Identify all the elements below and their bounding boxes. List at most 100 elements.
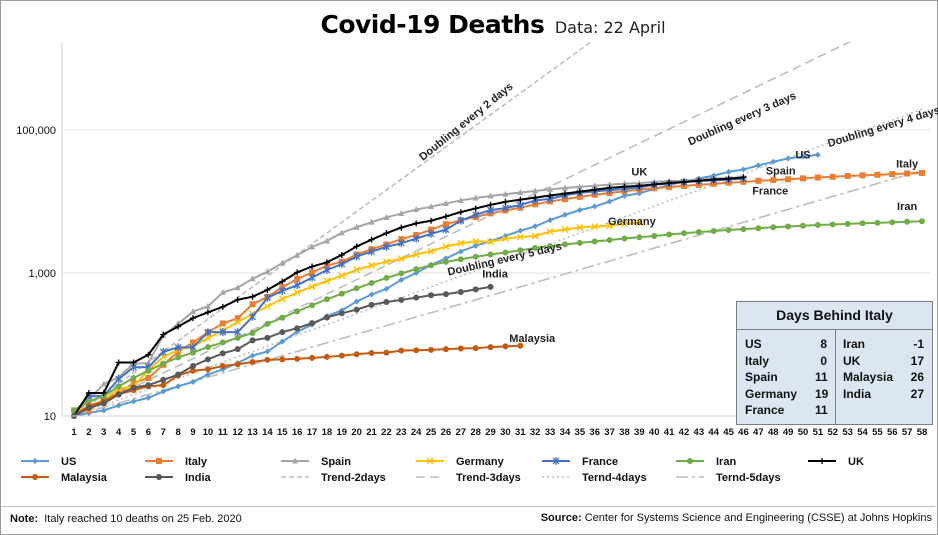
data-point: [145, 367, 152, 374]
days-behind-row: Germany 19: [745, 386, 843, 403]
data-point: [755, 225, 762, 232]
data-point: [412, 251, 420, 259]
data-point: [904, 218, 911, 225]
data-point: [576, 239, 583, 246]
days-value: 0: [820, 353, 827, 368]
data-point: [204, 302, 211, 309]
days-behind-row: Malaysia 26: [843, 369, 924, 386]
data-point: [160, 382, 167, 389]
data-point: [413, 220, 420, 227]
data-point: [725, 168, 732, 175]
data-point: [874, 219, 881, 226]
data-point: [309, 263, 316, 270]
country-name: Iran: [843, 337, 866, 351]
data-point: [591, 182, 598, 189]
data-point: [457, 209, 464, 216]
data-point: [397, 255, 405, 263]
data-point: [85, 398, 92, 405]
data-point: [130, 359, 137, 366]
x-tick-label: 51: [813, 427, 824, 438]
days-behind-row: Iran -1: [843, 336, 924, 353]
data-point: [130, 398, 137, 405]
days-value: -1: [913, 337, 924, 351]
x-tick-label: 28: [470, 427, 481, 438]
data-point: [368, 301, 375, 308]
data-point: [472, 253, 479, 260]
legend-item-trend-2days: Trend-2days: [281, 472, 386, 484]
series-line-france: [73, 177, 744, 414]
data-point: [353, 223, 360, 230]
data-point: [740, 174, 747, 181]
data-point: [442, 258, 449, 265]
data-point: [472, 237, 480, 245]
data-point: [160, 331, 167, 338]
data-point: [204, 334, 212, 342]
data-point: [576, 223, 584, 231]
data-point: [308, 283, 316, 291]
data-point: [636, 179, 643, 186]
data-point: [323, 314, 330, 321]
legend-item-india: India: [145, 472, 212, 484]
data-point: [309, 269, 316, 276]
data-point: [442, 346, 449, 353]
data-point: [487, 238, 495, 246]
legend-label: Iran: [716, 456, 736, 468]
data-point: [501, 235, 509, 243]
data-point: [502, 249, 509, 256]
data-point: [398, 224, 405, 231]
data-point: [309, 302, 316, 309]
data-point: [621, 192, 628, 199]
data-point: [160, 388, 167, 395]
data-point: [219, 303, 226, 310]
data-point: [561, 211, 568, 218]
legend-swatch-marker: [32, 458, 38, 464]
data-point: [368, 280, 375, 287]
data-point: [487, 251, 494, 258]
data-point: [532, 187, 539, 194]
data-point: [427, 247, 435, 255]
x-tick-label: 19: [337, 427, 348, 438]
data-point: [353, 285, 360, 292]
x-tick-label: 11: [218, 427, 229, 438]
annotation-label: Doubling every 4 days: [826, 104, 938, 150]
x-tick-label: 22: [381, 427, 392, 438]
data-point: [204, 371, 211, 378]
data-point: [323, 353, 330, 360]
data-point: [234, 328, 242, 337]
legend-label: Malaysia: [61, 472, 108, 484]
data-point: [100, 400, 107, 407]
data-point: [368, 218, 375, 225]
data-point: [264, 268, 271, 275]
data-point: [591, 223, 599, 231]
data-point: [130, 384, 137, 391]
x-tick-label: 23: [396, 427, 407, 438]
data-point: [814, 174, 821, 181]
data-point: [428, 262, 435, 269]
data-point: [234, 318, 242, 326]
data-point: [442, 242, 450, 250]
data-point: [621, 183, 628, 190]
x-tick-label: 13: [247, 427, 258, 438]
x-tick-label: 15: [277, 427, 288, 438]
country-name: US: [745, 337, 762, 351]
data-point: [323, 277, 331, 285]
x-tick-label: 25: [426, 427, 437, 438]
data-point: [666, 179, 673, 186]
data-point: [249, 329, 256, 336]
data-point: [412, 234, 420, 243]
legend-item-malaysia: Malaysia: [21, 472, 108, 484]
days-behind-right-column: Iran -1 UK 17 Malaysia 26 India 27: [843, 336, 924, 419]
data-point: [190, 378, 197, 385]
data-point: [651, 232, 658, 239]
data-point: [531, 232, 539, 240]
data-point: [785, 176, 792, 183]
days-behind-row: US 8: [745, 336, 843, 353]
data-point: [428, 217, 435, 224]
data-point: [517, 189, 524, 196]
data-point: [219, 289, 226, 296]
data-point: [413, 294, 420, 301]
data-point: [100, 393, 107, 400]
data-point: [844, 172, 851, 179]
data-point: [309, 354, 316, 361]
